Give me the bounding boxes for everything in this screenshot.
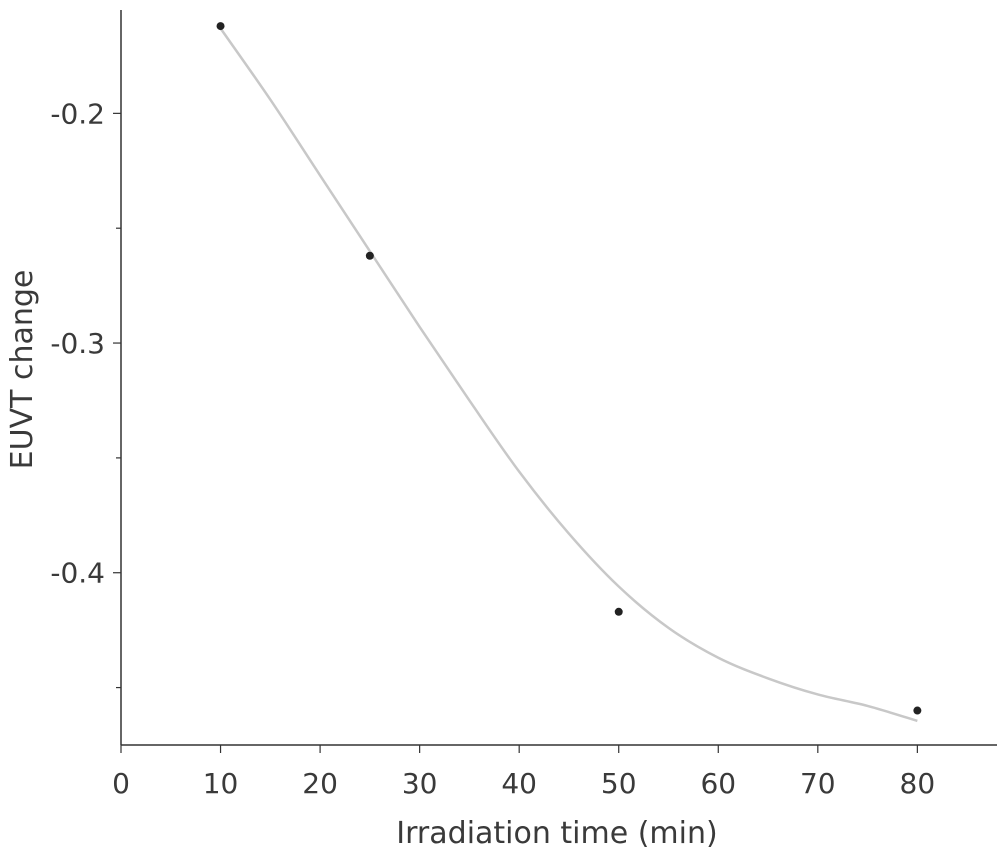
y-tick-label: -0.4	[50, 557, 105, 590]
data-point	[913, 706, 922, 715]
x-tick-label: 50	[601, 767, 637, 800]
x-ticks: 0 10 20 30 40 50 60 70 80	[112, 745, 935, 800]
x-tick-label: 10	[203, 767, 239, 800]
data-point	[614, 607, 623, 616]
fit-curve-group	[219, 27, 918, 723]
fit-curve	[219, 27, 918, 723]
x-tick-label: 0	[112, 767, 130, 800]
x-tick-label: 40	[501, 767, 537, 800]
x-axis-title: Irradiation time (min)	[396, 816, 717, 851]
data-points	[216, 22, 922, 715]
x-tick-label: 30	[402, 767, 438, 800]
x-tick-label: 20	[302, 767, 338, 800]
y-tick-label: -0.3	[50, 327, 105, 360]
x-tick-label: 70	[800, 767, 836, 800]
data-point	[365, 251, 374, 260]
y-axis-title: EUVT change	[5, 270, 40, 470]
axes	[120, 10, 997, 746]
x-tick-label: 60	[700, 767, 736, 800]
y-tick-label: -0.2	[50, 97, 105, 130]
x-tick-label: 80	[900, 767, 936, 800]
data-point	[216, 22, 225, 31]
y-ticks: -0.2 -0.3 -0.4	[50, 97, 121, 689]
